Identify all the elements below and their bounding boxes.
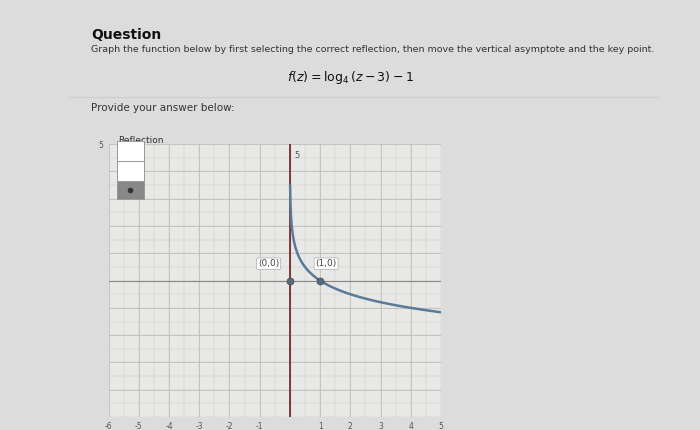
- Text: 5: 5: [295, 151, 300, 160]
- Text: Question: Question: [91, 28, 161, 42]
- Text: (1,0): (1,0): [316, 259, 337, 268]
- FancyBboxPatch shape: [118, 161, 144, 181]
- Text: Graph the function below by first selecting the correct reflection, then move th: Graph the function below by first select…: [91, 45, 654, 54]
- Text: Reflection: Reflection: [118, 136, 163, 145]
- Text: $f(z) = \log_4(z-3)-1$: $f(z) = \log_4(z-3)-1$: [286, 69, 414, 86]
- Text: Provide your answer below:: Provide your answer below:: [91, 103, 234, 113]
- FancyBboxPatch shape: [118, 141, 144, 161]
- Text: (0,0): (0,0): [258, 259, 279, 268]
- FancyBboxPatch shape: [118, 181, 144, 199]
